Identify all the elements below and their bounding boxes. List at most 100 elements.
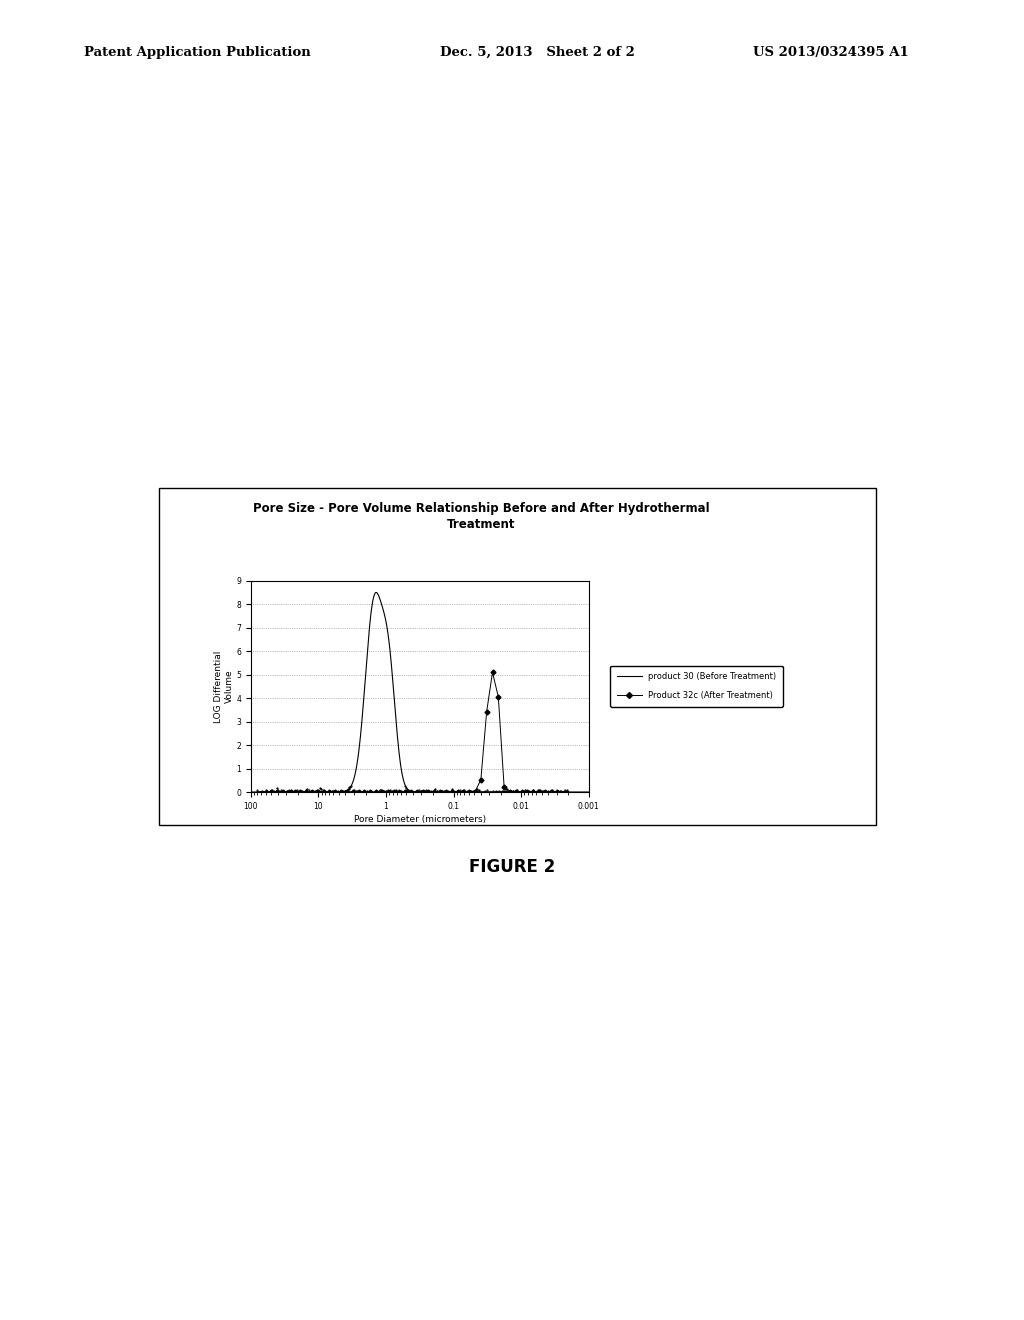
Point <box>414 780 430 801</box>
Point <box>558 781 574 803</box>
Point <box>422 781 438 803</box>
Point <box>297 781 313 803</box>
Point <box>249 780 265 801</box>
Point <box>316 781 333 803</box>
Point <box>365 781 381 803</box>
Point <box>334 780 350 801</box>
Point <box>500 781 516 803</box>
Point <box>383 781 399 803</box>
Point <box>319 781 336 803</box>
Point <box>317 781 334 803</box>
Point <box>265 781 282 803</box>
Point <box>251 781 267 803</box>
Point <box>528 781 545 803</box>
Point <box>535 781 551 803</box>
Point <box>516 781 532 803</box>
Point <box>356 781 373 803</box>
Point <box>460 781 476 803</box>
Point <box>504 781 520 803</box>
Point <box>250 781 266 803</box>
Point <box>359 781 376 803</box>
Point <box>342 776 358 797</box>
Point <box>512 781 528 803</box>
Point <box>539 781 555 803</box>
Point <box>278 781 294 803</box>
Point <box>478 781 495 803</box>
Point <box>483 781 500 803</box>
Point <box>305 781 322 803</box>
Point <box>298 779 314 800</box>
Point <box>318 781 335 803</box>
Point <box>416 781 432 803</box>
Point <box>287 781 303 803</box>
Point <box>551 781 567 803</box>
Text: Patent Application Publication: Patent Application Publication <box>84 46 310 59</box>
Point <box>418 780 434 801</box>
Point <box>547 781 563 803</box>
Point <box>295 781 311 803</box>
Point <box>399 780 416 801</box>
Point <box>482 781 499 803</box>
Point <box>463 780 479 801</box>
Point <box>462 780 478 801</box>
Point <box>494 780 510 801</box>
Point <box>554 781 570 803</box>
Point <box>543 781 559 803</box>
Point <box>556 781 572 803</box>
Point <box>480 781 497 803</box>
Point <box>519 781 536 803</box>
Point <box>368 780 384 801</box>
Point <box>307 781 324 803</box>
Point <box>517 781 534 803</box>
Point <box>520 781 537 803</box>
Point <box>313 781 330 803</box>
Point <box>429 780 445 801</box>
Point <box>315 781 332 803</box>
Point <box>394 781 411 803</box>
Point <box>484 781 501 803</box>
Point <box>401 781 418 803</box>
Point <box>476 781 493 803</box>
Point <box>403 781 420 803</box>
Point <box>396 780 413 801</box>
Point <box>321 781 337 803</box>
Point <box>513 781 529 803</box>
Point <box>308 781 325 803</box>
Point <box>345 780 361 801</box>
Point <box>496 781 512 803</box>
Point <box>401 780 418 801</box>
Point <box>536 781 552 803</box>
Point <box>372 779 388 800</box>
Point <box>502 781 518 803</box>
Point <box>501 780 517 801</box>
Point <box>449 780 465 801</box>
Point <box>485 781 502 803</box>
Point <box>467 781 483 803</box>
Point <box>249 781 265 803</box>
Point <box>430 781 446 803</box>
Point <box>261 781 278 803</box>
Point <box>390 781 407 803</box>
Text: Pore Size - Pore Volume Relationship Before and After Hydrothermal: Pore Size - Pore Volume Relationship Bef… <box>253 502 710 515</box>
Point <box>323 781 339 803</box>
Point <box>459 781 475 803</box>
Point <box>388 780 404 801</box>
Point <box>404 781 421 803</box>
Point <box>444 781 461 803</box>
Point <box>258 780 274 801</box>
Point <box>282 781 298 803</box>
Point <box>258 780 274 801</box>
Point <box>407 781 423 803</box>
Point <box>281 781 297 803</box>
Point <box>526 781 543 803</box>
Point <box>468 780 484 801</box>
Point <box>406 781 422 803</box>
Point <box>441 781 458 803</box>
Point <box>462 781 478 803</box>
Point <box>307 781 324 803</box>
Point <box>260 781 276 803</box>
Point <box>527 781 544 803</box>
Point <box>341 777 357 799</box>
Point <box>355 781 372 803</box>
Point <box>416 780 432 801</box>
